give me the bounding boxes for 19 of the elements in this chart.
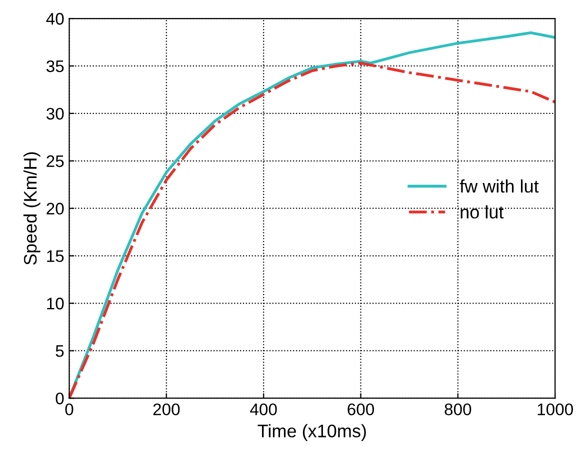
y-tick-label: 5 [56, 345, 64, 357]
y-tick-label: 0 [56, 392, 64, 404]
x-tick-label: 600 [348, 403, 374, 416]
x-tick-label: 800 [444, 403, 472, 416]
y-axis-title: Speed (Km/H) [23, 152, 40, 265]
y-tick-label: 15 [47, 250, 64, 262]
y-tick-label: 35 [46, 60, 64, 72]
x-tick-label: 200 [153, 403, 180, 416]
x-tick-label: 400 [250, 403, 277, 416]
legend-label: fw with lut [460, 179, 539, 193]
y-tick-label: 30 [46, 108, 64, 120]
y-tick-label: 20 [46, 202, 64, 215]
x-tick-label: 0 [65, 403, 74, 416]
y-tick-label: 40 [46, 12, 64, 25]
x-axis-title: Time (x10ms) [258, 424, 366, 441]
y-tick-label: 10 [47, 298, 64, 310]
y-tick-label: 25 [46, 155, 64, 168]
x-tick-label: 1000 [538, 403, 573, 416]
legend-label: no lut [460, 205, 504, 219]
